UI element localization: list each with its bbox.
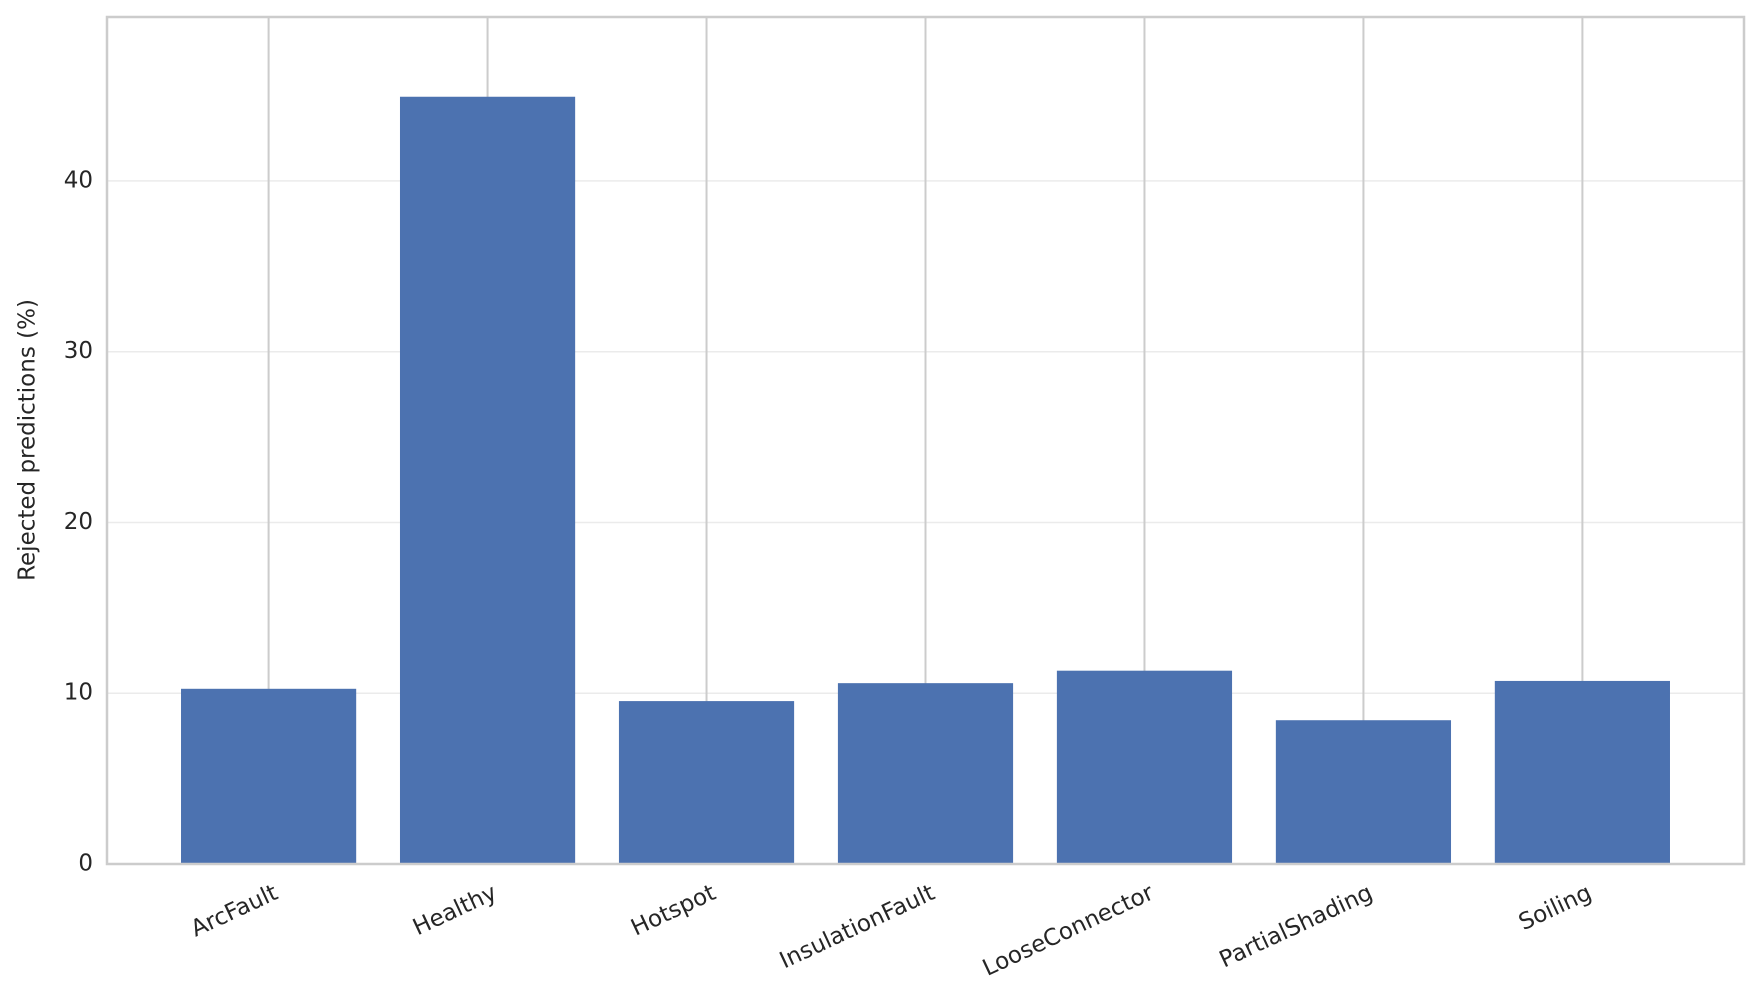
x-tick-label: ArcFault <box>187 880 282 943</box>
y-tick-label: 20 <box>64 509 93 535</box>
y-tick-label: 0 <box>78 851 93 877</box>
bar <box>1494 680 1670 864</box>
bar <box>1275 720 1452 864</box>
y-tick-label: 30 <box>64 338 93 364</box>
x-tick-label: InsulationFault <box>776 880 939 974</box>
x-tick-label: Soiling <box>1515 880 1596 936</box>
bar <box>618 701 795 864</box>
bar <box>1056 670 1233 864</box>
plot-frame <box>105 15 1746 866</box>
x-tick-label: LooseConnector <box>979 880 1158 982</box>
x-tick-label: PartialShading <box>1216 880 1377 974</box>
bar <box>181 688 357 864</box>
y-tick-label: 40 <box>64 167 93 193</box>
x-tick-label: Hotspot <box>627 880 720 942</box>
bar <box>837 683 1014 864</box>
x-tick-label: Healthy <box>409 880 501 941</box>
y-tick-label: 10 <box>64 680 93 706</box>
y-axis-label: Rejected predictions (%) <box>15 299 41 581</box>
bar <box>399 96 576 864</box>
